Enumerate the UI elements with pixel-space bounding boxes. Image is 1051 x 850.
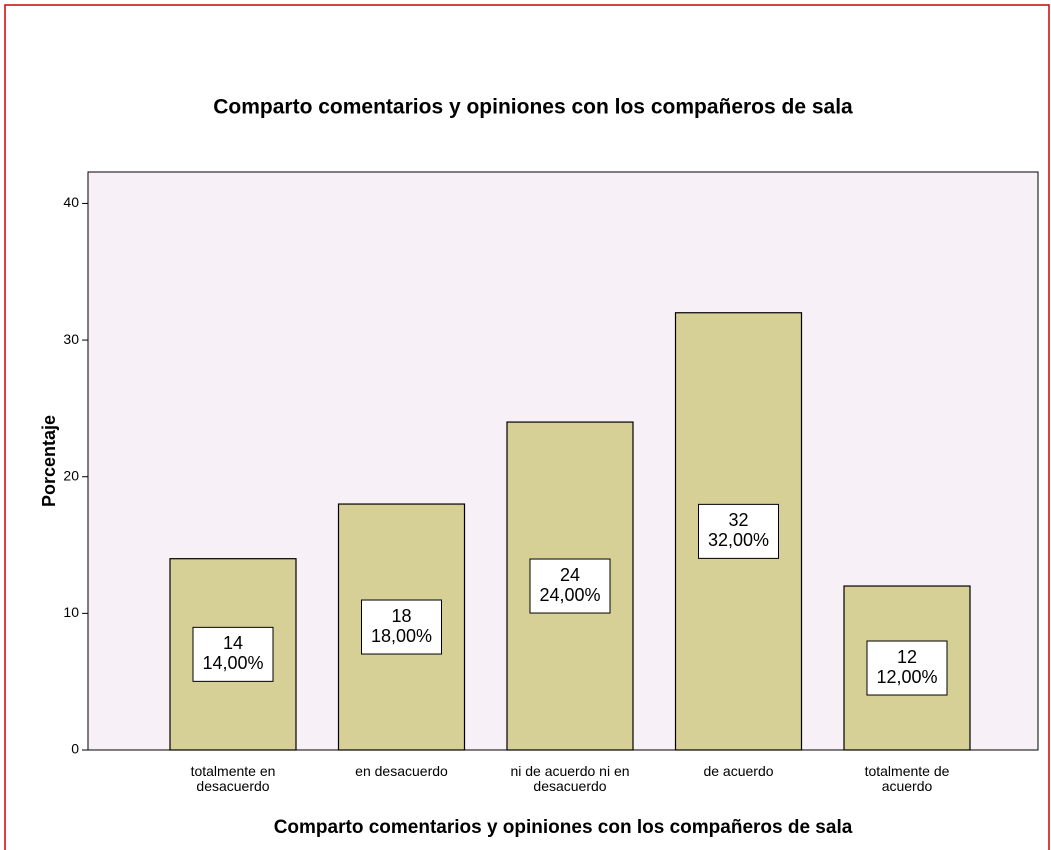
y-tick-label: 0	[71, 741, 79, 757]
x-tick-label: totalmente en desacuerdo	[190, 763, 276, 794]
data-label-count: 14	[223, 633, 243, 653]
data-label-count: 24	[560, 565, 580, 585]
data-label: 12,00%	[876, 667, 937, 687]
data-label-box	[361, 599, 442, 655]
data-label: 18,00%	[371, 626, 432, 646]
data-label-box	[698, 503, 779, 559]
x-tick-label: de acuerdo	[703, 763, 774, 779]
x-axis-title: Comparto comentarios y opiniones con los…	[274, 817, 853, 838]
data-label: 14,00%	[202, 653, 263, 673]
y-axis-title: Porcentaje	[39, 415, 59, 507]
data-label-box	[192, 626, 274, 682]
data-label-count: 18	[391, 606, 411, 626]
data-label: 24,00%	[539, 585, 600, 605]
data-label-count: 32	[728, 510, 748, 530]
data-label-box	[866, 640, 948, 696]
y-tick-label: 30	[63, 331, 79, 347]
frame	[4, 4, 1050, 850]
data-label-count: 12	[897, 647, 917, 667]
chart-title: Comparto comentarios y opiniones con los…	[213, 96, 853, 119]
data-label-box	[529, 558, 611, 614]
x-tick-label: en desacuerdo	[355, 763, 448, 779]
y-tick-label: 20	[63, 467, 79, 483]
y-tick-label: 10	[63, 604, 79, 620]
x-tick-label: totalmente de acuerdo	[864, 763, 950, 794]
y-tick-label: 40	[63, 194, 79, 210]
x-tick-label: ni de acuerdo ni en desacuerdo	[510, 763, 630, 794]
data-label: 32,00%	[708, 530, 769, 550]
